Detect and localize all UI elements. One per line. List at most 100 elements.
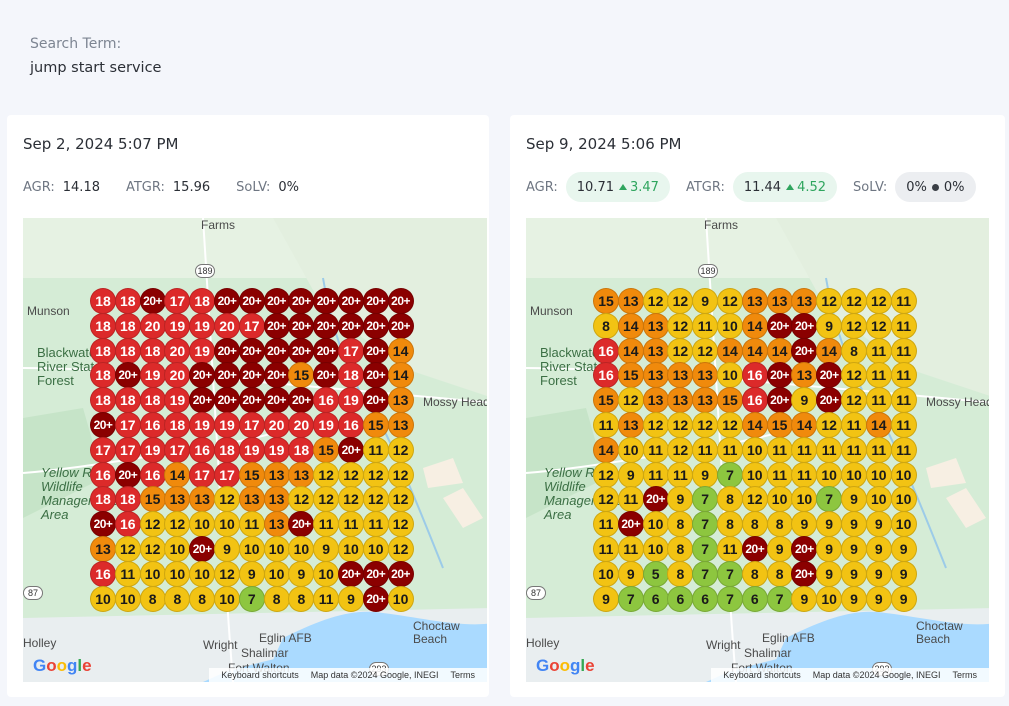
rank-pin[interactable]: 11 [865, 337, 892, 364]
keyboard-shortcuts-link[interactable]: Keyboard shortcuts [221, 670, 299, 680]
rank-pin[interactable]: 11 [865, 387, 892, 414]
rank-pin[interactable]: 8 [766, 511, 793, 538]
rank-pin[interactable]: 10 [164, 536, 191, 562]
rank-pin[interactable]: 10 [362, 536, 389, 562]
rank-pin[interactable]: 9 [692, 288, 719, 314]
rank-pin[interactable]: 12 [667, 288, 694, 314]
rank-pin[interactable]: 12 [865, 312, 892, 339]
rank-pin[interactable]: 8 [841, 337, 867, 364]
rank-pin[interactable]: 12 [139, 536, 166, 562]
rank-pin[interactable]: 9 [865, 536, 892, 562]
rank-pin[interactable]: 11 [841, 412, 867, 438]
rank-pin[interactable]: 12 [139, 511, 166, 538]
rank-pin[interactable]: 20+ [238, 387, 265, 414]
rank-pin[interactable]: 11 [766, 436, 793, 463]
rank-pin[interactable]: 10 [766, 486, 793, 513]
rank-pin[interactable]: 12 [667, 337, 694, 364]
rank-pin[interactable]: 6 [692, 585, 719, 612]
rank-pin[interactable]: 9 [816, 511, 843, 538]
rank-pin[interactable]: 13 [90, 536, 116, 562]
rank-pin[interactable]: 9 [890, 536, 917, 562]
rank-pin[interactable]: 9 [214, 536, 240, 562]
rank-pin[interactable]: 10 [189, 511, 216, 538]
rank-pin[interactable]: 14 [791, 412, 818, 438]
rank-pin[interactable]: 9 [816, 560, 843, 587]
rank-pin[interactable]: 17 [164, 288, 191, 314]
rank-pin[interactable]: 11 [313, 585, 340, 612]
rank-pin[interactable]: 12 [841, 362, 867, 389]
rank-pin[interactable]: 12 [667, 412, 694, 438]
rank-pin[interactable]: 13 [617, 412, 644, 438]
rank-pin[interactable]: 12 [841, 288, 867, 314]
rank-pin[interactable]: 20+ [338, 288, 364, 314]
rank-pin[interactable]: 20 [263, 412, 290, 438]
rank-pin[interactable]: 13 [667, 387, 694, 414]
rank-pin[interactable]: 8 [717, 486, 743, 513]
rank-pin[interactable]: 20+ [313, 362, 340, 389]
rank-pin[interactable]: 20+ [313, 312, 340, 339]
rank-pin[interactable]: 7 [692, 511, 719, 538]
rank-pin[interactable]: 10 [717, 362, 743, 389]
rank-pin[interactable]: 14 [717, 337, 743, 364]
rank-pin[interactable]: 16 [593, 337, 619, 364]
rank-pin[interactable]: 20+ [766, 387, 793, 414]
rank-pin[interactable]: 20+ [288, 312, 315, 339]
rank-pin[interactable]: 9 [841, 486, 867, 513]
rank-pin[interactable]: 19 [164, 387, 191, 414]
rank-pin[interactable]: 15 [139, 486, 166, 513]
rank-pin[interactable]: 9 [841, 536, 867, 562]
rank-pin[interactable]: 15 [717, 387, 743, 414]
rank-pin[interactable]: 20+ [338, 436, 364, 463]
rank-pin[interactable]: 18 [114, 288, 141, 314]
rank-pin[interactable]: 18 [214, 436, 240, 463]
rank-pin[interactable]: 14 [816, 337, 843, 364]
rank-pin[interactable]: 9 [791, 387, 818, 414]
rank-pin[interactable]: 10 [263, 536, 290, 562]
rank-pin[interactable]: 8 [164, 585, 191, 612]
rank-pin[interactable]: 10 [90, 585, 116, 612]
rank-pin[interactable]: 20+ [741, 536, 768, 562]
rank-pin[interactable]: 20+ [766, 312, 793, 339]
rank-pin[interactable]: 13 [288, 461, 315, 488]
rank-pin[interactable]: 20+ [362, 387, 389, 414]
rank-pin[interactable]: 20+ [766, 362, 793, 389]
rank-pin[interactable]: 13 [642, 337, 669, 364]
rank-pin[interactable]: 18 [114, 312, 141, 339]
rank-pin[interactable]: 18 [288, 436, 315, 463]
rank-pin[interactable]: 6 [667, 585, 694, 612]
rank-pin[interactable]: 9 [841, 560, 867, 587]
rank-pin[interactable]: 20+ [362, 312, 389, 339]
rank-pin[interactable]: 16 [313, 387, 340, 414]
rank-pin[interactable]: 10 [189, 560, 216, 587]
rank-pin[interactable]: 20+ [642, 486, 669, 513]
rank-pin[interactable]: 12 [816, 288, 843, 314]
rank-pin[interactable]: 18 [90, 486, 116, 513]
rank-pin[interactable]: 11 [890, 436, 917, 463]
rank-pin[interactable]: 19 [189, 337, 216, 364]
rank-pin[interactable]: 20+ [288, 337, 315, 364]
rank-pin[interactable]: 18 [189, 288, 216, 314]
rank-pin[interactable]: 13 [741, 288, 768, 314]
rank-pin[interactable]: 15 [313, 436, 340, 463]
rank-pin[interactable]: 12 [593, 461, 619, 488]
rank-pin[interactable]: 10 [288, 536, 315, 562]
rank-pin[interactable]: 13 [642, 387, 669, 414]
rank-pin[interactable]: 13 [387, 387, 414, 414]
rank-pin[interactable]: 11 [642, 436, 669, 463]
rank-pin[interactable]: 11 [313, 511, 340, 538]
rank-pin[interactable]: 20+ [214, 387, 240, 414]
rank-pin[interactable]: 20+ [362, 362, 389, 389]
rank-pin[interactable]: 19 [263, 436, 290, 463]
rank-pin[interactable]: 13 [642, 362, 669, 389]
rank-pin[interactable]: 10 [139, 560, 166, 587]
rank-pin[interactable]: 8 [766, 560, 793, 587]
rank-pin[interactable]: 12 [214, 560, 240, 587]
rank-pin[interactable]: 17 [164, 436, 191, 463]
rank-grid-map[interactable]: Farms Munson Blackwater River State Forest… [526, 218, 989, 682]
rank-pin[interactable]: 10 [741, 461, 768, 488]
rank-pin[interactable]: 10 [865, 486, 892, 513]
rank-pin[interactable]: 10 [164, 560, 191, 587]
rank-pin[interactable]: 15 [593, 387, 619, 414]
rank-pin[interactable]: 12 [338, 461, 364, 488]
rank-pin[interactable]: 10 [263, 560, 290, 587]
